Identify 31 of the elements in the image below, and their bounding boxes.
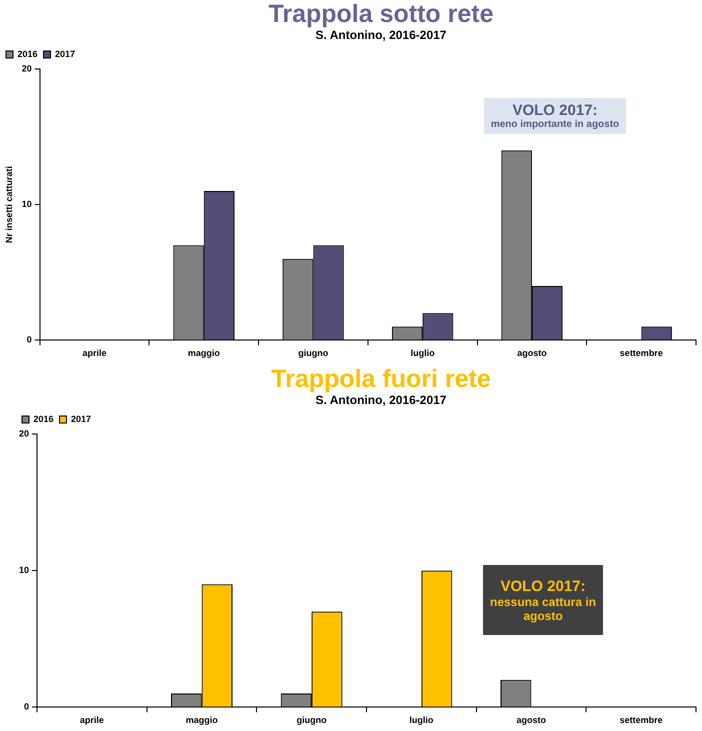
x-tick-label: luglio — [410, 348, 436, 358]
y-tick-label: 10 — [18, 565, 30, 576]
y-tick-label: 10 — [22, 199, 32, 210]
x-tick-label: aprile — [80, 715, 104, 726]
annotation: VOLO 2017: — [499, 578, 587, 594]
x-tick-label: settembre — [620, 348, 663, 358]
x-tick-label: agosto — [517, 348, 548, 358]
legend-label: 2016 — [18, 48, 38, 59]
chart-title: Trappola sotto rete — [267, 0, 495, 28]
chart-title: Trappola fuori rete — [270, 365, 492, 393]
x-tick-label: giugno — [296, 715, 328, 726]
annotation: meno importante in agosto — [490, 119, 620, 130]
annotation: nessuna cattura in agosto — [489, 594, 597, 622]
y-tick-label: 0 — [24, 702, 30, 712]
legend-label: 2017 — [55, 48, 76, 59]
y-tick-label: 0 — [26, 334, 32, 345]
y-axis-title: Nr insetti catturati — [4, 166, 14, 244]
x-tick-label: agosto — [516, 715, 546, 726]
y-tick-label: 20 — [18, 428, 30, 438]
x-tick-label: maggio — [188, 348, 220, 358]
x-tick-label: aprile — [82, 348, 106, 358]
chart-subtitle: S. Antonino, 2016-2017 — [314, 28, 448, 42]
annotation: VOLO 2017: — [511, 102, 599, 119]
legend-label: 2016 — [34, 414, 54, 424]
x-tick-label: giugno — [298, 348, 329, 358]
chart-subtitle: S. Antonino, 2016-2017 — [314, 393, 448, 407]
x-tick-label: settembre — [620, 715, 663, 726]
x-tick-label: maggio — [186, 715, 218, 726]
y-tick-label: 20 — [22, 63, 32, 74]
legend-label: 2017 — [71, 414, 92, 424]
x-tick-label: luglio — [409, 715, 434, 726]
